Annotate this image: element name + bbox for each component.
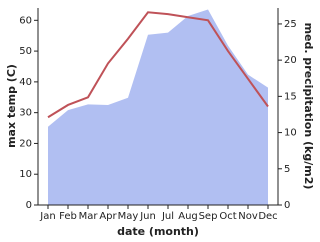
x-tick-label: Jun <box>139 211 156 222</box>
x-tick-label: Mar <box>79 211 99 222</box>
y2-tick-label: 15 <box>284 91 297 102</box>
x-tick-label: Jan <box>39 211 55 222</box>
x-tick-label: Sep <box>199 211 218 222</box>
y2-tick-label: 0 <box>284 200 290 211</box>
y-tick-label: 0 <box>26 200 32 211</box>
x-tick-label: May <box>118 211 139 222</box>
x-tick-label: Nov <box>238 211 258 222</box>
y-tick-label: 30 <box>19 108 32 119</box>
x-tick-label: Feb <box>59 211 77 222</box>
y2-tick-label: 5 <box>284 164 290 175</box>
y-axis-label: max temp (C) <box>5 64 18 148</box>
x-axis-label: date (month) <box>117 225 199 238</box>
y2-axis-label: med. precipitation (kg/m2) <box>302 23 315 190</box>
x-tick-label: Apr <box>99 211 117 222</box>
y-tick-label: 50 <box>19 46 32 57</box>
y-tick-label: 60 <box>19 15 32 26</box>
y2-tick-label: 20 <box>284 55 297 66</box>
y2-tick-label: 25 <box>284 19 297 30</box>
precipitation-area <box>48 9 268 205</box>
y-tick-label: 20 <box>19 138 32 149</box>
x-tick-label: Aug <box>178 211 198 222</box>
y-tick-label: 40 <box>19 77 32 88</box>
y-tick-label: 10 <box>19 169 32 180</box>
x-tick-label: Dec <box>258 211 277 222</box>
x-tick-label: Oct <box>219 211 236 222</box>
y2-tick-label: 10 <box>284 128 297 139</box>
temp-line <box>47 11 269 119</box>
x-tick-label: Jul <box>161 211 174 222</box>
